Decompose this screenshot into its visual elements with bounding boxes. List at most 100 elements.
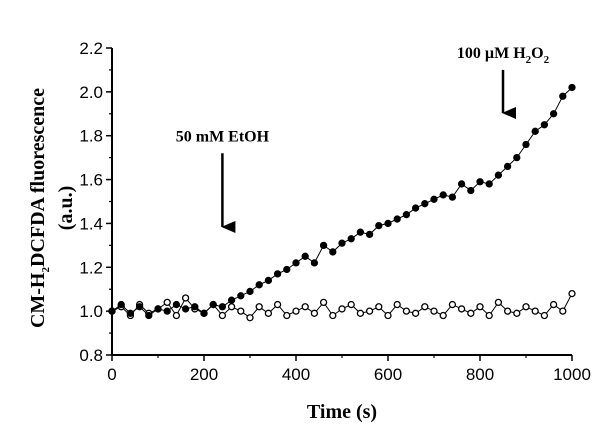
data-point-open bbox=[347, 300, 355, 309]
data-point-open bbox=[522, 303, 530, 311]
data-point-filled bbox=[145, 311, 153, 320]
data-point-filled bbox=[209, 300, 217, 309]
data-point-open bbox=[402, 307, 411, 315]
x-tick-label: 400 bbox=[282, 365, 310, 384]
data-point-filled bbox=[301, 252, 309, 260]
data-point-filled bbox=[356, 228, 365, 236]
data-point-open bbox=[227, 303, 236, 311]
y-axis-title: CM-H2DCFDA fluorescence bbox=[27, 88, 52, 328]
data-point-filled bbox=[485, 180, 493, 188]
y-axis-title-part-1: CM-H bbox=[27, 272, 49, 328]
data-point-open bbox=[218, 311, 227, 320]
data-point-open bbox=[559, 307, 567, 315]
data-point-open bbox=[384, 311, 392, 320]
data-point-open bbox=[503, 307, 512, 315]
data-point-filled bbox=[421, 200, 429, 208]
data-point-open bbox=[273, 300, 282, 309]
data-point-open bbox=[237, 307, 245, 315]
data-point-filled bbox=[283, 265, 291, 274]
data-point-filled bbox=[218, 303, 227, 311]
x-axis-ticks: 0 200 400 600 800 1000 bbox=[107, 355, 591, 384]
data-point-filled bbox=[126, 309, 135, 317]
data-point-open bbox=[283, 311, 291, 320]
data-point-filled bbox=[237, 292, 245, 300]
y-axis-title-unit: (a.u.) bbox=[55, 186, 77, 230]
data-point-open bbox=[172, 311, 181, 320]
data-point-filled bbox=[200, 309, 208, 317]
x-tick-label: 1000 bbox=[553, 365, 591, 384]
y-axis-title-part-2: DCFDA fluorescence bbox=[27, 88, 49, 267]
data-point-filled bbox=[163, 307, 171, 315]
data-point-open bbox=[329, 311, 337, 320]
data-point-filled bbox=[347, 235, 355, 243]
data-point-open bbox=[411, 309, 420, 317]
data-point-open bbox=[356, 309, 365, 317]
data-point-open bbox=[549, 300, 558, 309]
data-point-filled bbox=[513, 153, 521, 162]
data-point-open bbox=[365, 307, 374, 315]
data-point-open bbox=[264, 309, 273, 317]
y-tick-label: 2.0 bbox=[79, 83, 103, 102]
data-point-filled bbox=[476, 178, 484, 186]
data-point-filled bbox=[154, 305, 162, 313]
y-axis-title-subscript: 2 bbox=[40, 267, 52, 273]
data-point-filled bbox=[549, 110, 558, 118]
data-point-filled bbox=[246, 287, 254, 296]
data-point-open bbox=[393, 300, 401, 309]
data-point-filled bbox=[503, 162, 512, 171]
data-point-filled bbox=[264, 276, 273, 285]
data-point-filled bbox=[365, 230, 374, 239]
data-point-open bbox=[310, 309, 319, 317]
data-point-filled bbox=[402, 211, 411, 219]
x-tick-label: 200 bbox=[190, 365, 218, 384]
data-point-open bbox=[163, 298, 171, 307]
data-point-filled bbox=[338, 239, 346, 247]
data-point-filled bbox=[117, 300, 125, 309]
y-tick-label: 1.2 bbox=[79, 258, 103, 277]
annotations: 50 mM EtOH 100 µM H2O2 bbox=[176, 45, 550, 233]
data-point-filled bbox=[319, 241, 328, 250]
data-point-open bbox=[301, 303, 309, 311]
data-point-open bbox=[448, 300, 457, 309]
data-point-open bbox=[540, 311, 549, 320]
data-point-open bbox=[255, 303, 263, 311]
x-tick-label: 800 bbox=[466, 365, 494, 384]
data-point-open bbox=[485, 311, 493, 320]
x-tick-label: 600 bbox=[374, 365, 402, 384]
y-tick-label: 0.8 bbox=[79, 346, 103, 365]
data-point-filled bbox=[273, 270, 282, 278]
data-point-filled bbox=[375, 221, 383, 230]
data-point-filled bbox=[292, 259, 300, 267]
data-point-filled bbox=[540, 121, 549, 129]
data-point-open bbox=[319, 298, 328, 307]
x-axis-title: Time (s) bbox=[307, 401, 377, 423]
data-point-filled bbox=[411, 204, 420, 212]
data-point-open bbox=[494, 298, 503, 307]
data-point-open bbox=[568, 289, 576, 298]
data-point-filled bbox=[467, 186, 475, 195]
data-point-open bbox=[513, 309, 521, 317]
data-point-filled bbox=[522, 140, 530, 149]
data-point-open bbox=[181, 294, 190, 302]
annotation-label: 100 µM H2O2 bbox=[457, 45, 550, 66]
data-point-open bbox=[421, 303, 429, 311]
data-point-filled bbox=[393, 215, 401, 223]
data-point-filled bbox=[494, 171, 503, 179]
annotation-label: 50 mM EtOH bbox=[176, 128, 270, 145]
data-point-filled bbox=[430, 195, 438, 203]
data-point-open bbox=[246, 314, 254, 322]
data-point-open bbox=[531, 307, 539, 315]
y-tick-label: 1.0 bbox=[79, 302, 103, 321]
data-point-open bbox=[457, 305, 466, 313]
y-tick-label: 1.4 bbox=[79, 214, 103, 233]
data-point-open bbox=[292, 307, 300, 315]
data-point-filled bbox=[227, 296, 236, 304]
data-point-open bbox=[476, 303, 484, 311]
y-tick-label: 1.8 bbox=[79, 127, 103, 146]
series-filled-circles bbox=[108, 83, 576, 320]
data-point-filled bbox=[439, 191, 447, 199]
data-point-filled bbox=[191, 303, 199, 311]
data-point-filled bbox=[531, 127, 539, 135]
data-point-open bbox=[467, 309, 475, 317]
